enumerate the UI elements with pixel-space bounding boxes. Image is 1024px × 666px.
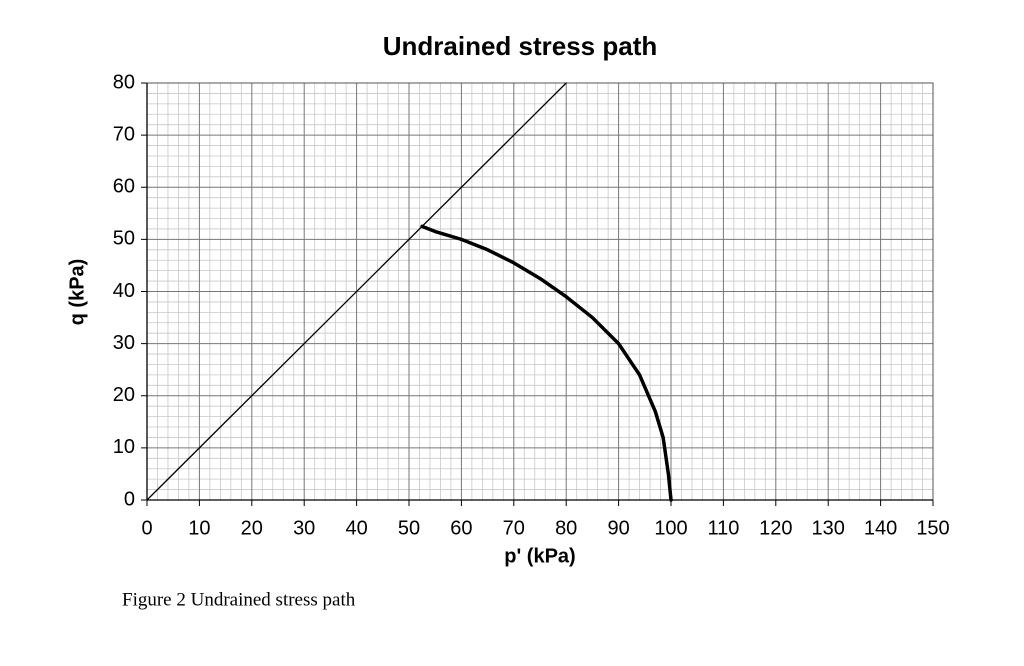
x-tick-label: 90 <box>607 517 629 539</box>
x-tick-label: 40 <box>345 517 367 539</box>
x-tick-label: 80 <box>555 517 577 539</box>
y-tick-label: 60 <box>113 176 135 198</box>
chart-title: Undrained stress path <box>383 31 658 61</box>
x-tick-label: 120 <box>759 517 792 539</box>
series-line <box>146 82 567 501</box>
y-tick-label: 70 <box>113 123 135 145</box>
y-tick-label: 50 <box>113 228 135 250</box>
y-tick-label: 0 <box>124 488 135 510</box>
x-tick-label: 100 <box>654 517 687 539</box>
x-tick-label: 20 <box>241 517 263 539</box>
x-tick-label: 10 <box>188 517 210 539</box>
x-tick-label: 30 <box>293 517 315 539</box>
y-tick-label: 30 <box>113 332 135 354</box>
series-line <box>420 224 673 502</box>
caption: Figure 2 Undrained stress path <box>122 589 356 610</box>
x-tick-label: 130 <box>812 517 845 539</box>
y-tick-label: 20 <box>113 384 135 406</box>
x-tick-label: 150 <box>916 517 949 539</box>
x-tick-label: 110 <box>707 517 739 539</box>
y-tick-label: 80 <box>113 71 135 93</box>
x-tick-label: 0 <box>141 517 152 539</box>
y-tick-label: 10 <box>113 436 135 458</box>
x-tick-label: 50 <box>398 517 420 539</box>
x-tick-label: 60 <box>450 517 472 539</box>
y-axis-label: q (kPa) <box>66 259 88 326</box>
x-tick-label: 70 <box>503 517 525 539</box>
x-tick-label: 140 <box>864 517 897 539</box>
x-axis-label: p' (kPa) <box>504 545 575 567</box>
y-tick-label: 40 <box>113 280 135 302</box>
